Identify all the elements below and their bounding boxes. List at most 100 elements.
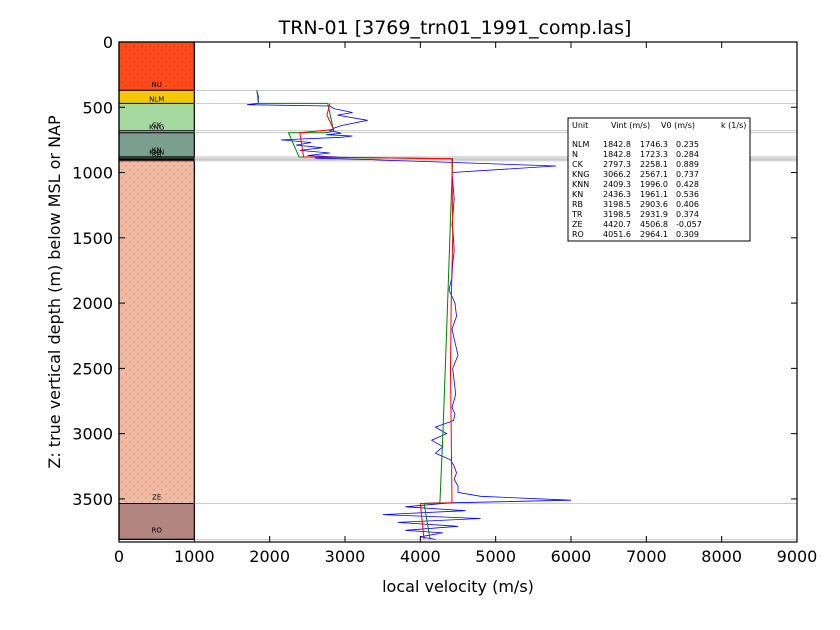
plot-frame (118, 41, 798, 543)
table-row: KNG 3066.2 2567.1 0.737 (572, 170, 699, 179)
table-row: NLM 1842.8 1746.3 0.235 (572, 140, 699, 149)
y-tick-label: 1500 (72, 229, 113, 248)
table-cell-v0: 4506.8 (640, 220, 668, 229)
table-header-k: k (1/s) (721, 121, 746, 130)
table-row: TR 3198.5 2931.9 0.374 (571, 210, 699, 219)
table-row: KNN 2409.3 1996.0 0.428 (572, 180, 699, 189)
unit-texture-0 (119, 42, 195, 91)
table-cell-k: 0.428 (676, 180, 699, 189)
x-tick-label: 9000 (777, 547, 818, 566)
unit-block-6 (119, 132, 195, 157)
x-tick-label: 5000 (475, 547, 516, 566)
table-cell-unit: TR (571, 210, 583, 219)
series-line-1 (256, 90, 454, 540)
velocity-table: Unit Vint (m/s) V0 (m/s) k (1/s) NLM 1842… (567, 117, 751, 242)
unit-label: ZE (152, 494, 161, 502)
y-tick-label: 500 (82, 98, 113, 117)
unit-block-2 (119, 90, 195, 104)
table-cell-vint: 4051.6 (603, 230, 631, 239)
table-cell-unit: N (572, 150, 578, 159)
table-cell-k: 0.536 (676, 190, 699, 199)
y-axis-title: Z: true vertical depth (m) below MSL or … (45, 115, 64, 469)
table-cell-vint: 1842.8 (603, 140, 631, 149)
table-header-unit: Unit (572, 121, 588, 130)
unit-label: RB (152, 151, 162, 159)
x-tick-label: 2000 (249, 547, 290, 566)
table-header-vint: Vint (m/s) (611, 121, 650, 130)
series-line-2 (299, 103, 454, 540)
x-tick-label: 4000 (400, 547, 441, 566)
table-cell-v0: 2258.1 (640, 160, 668, 169)
table-row: ZE 4420.7 4506.8 -0.057 (572, 220, 702, 229)
unit-label: KN (152, 146, 162, 154)
table-cell-unit: NLM (572, 140, 589, 149)
unit-label: NU (151, 81, 161, 89)
table-cell-vint: 2436.3 (603, 190, 631, 199)
x-tick-label: 8000 (701, 547, 742, 566)
table-cell-v0: 2964.1 (640, 230, 668, 239)
x-axis: 0 1000 2000 3000 4000 5000 6000 7000 8000 9000 (114, 42, 817, 566)
table-cell-v0: 1961.1 (640, 190, 668, 199)
x-tick-label: 7000 (626, 547, 667, 566)
table-cell-k: 0.889 (676, 160, 699, 169)
table-cell-v0: 2903.6 (640, 200, 668, 209)
table-cell-k: 0.235 (676, 140, 699, 149)
x-tick-label: 0 (114, 547, 124, 566)
table-cell-unit: RO (572, 230, 584, 239)
table-cell-vint: 2409.3 (603, 180, 631, 189)
table-row: N 1842.8 1723.3 0.284 (572, 150, 699, 159)
table-cell-unit: CK (572, 160, 584, 169)
chart-title: TRN-01 [3769_trn01_1991_comp.las] (278, 17, 632, 39)
table-header-v0: V0 (m/s) (661, 121, 695, 130)
x-tick-label: 1000 (174, 547, 215, 566)
unit-label: CK (152, 122, 162, 130)
y-tick-label: 2500 (72, 359, 113, 378)
series-line-0 (247, 90, 572, 540)
table-cell-vint: 4420.7 (603, 220, 631, 229)
table-cell-unit: RB (572, 200, 583, 209)
unit-texture-9 (119, 160, 195, 503)
y-tick-label: 3000 (72, 425, 113, 444)
unit-block-3 (119, 103, 195, 130)
table-cell-k: 0.374 (676, 210, 699, 219)
table-cell-unit: KNN (572, 180, 589, 189)
table-cell-v0: 2567.1 (640, 170, 668, 179)
y-tick-label: 2000 (72, 294, 113, 313)
table-cell-v0: 1723.3 (640, 150, 668, 159)
table-cell-unit: KN (572, 190, 583, 199)
table-cell-k: 0.284 (676, 150, 699, 159)
table-cell-vint: 3198.5 (603, 200, 631, 209)
y-tick-label: 3500 (72, 490, 113, 509)
table-cell-vint: 2797.3 (603, 160, 631, 169)
table-cell-unit: KNG (572, 170, 589, 179)
table-row: RO 4051.6 2964.1 0.309 (572, 230, 699, 239)
table-row: RB 3198.5 2903.6 0.406 (572, 200, 699, 209)
table-cell-v0: 2931.9 (640, 210, 668, 219)
table-cell-k: 0.737 (676, 170, 699, 179)
velocity-table-box (567, 117, 751, 242)
table-cell-vint: 3198.5 (603, 210, 631, 219)
x-tick-label: 3000 (325, 547, 366, 566)
table-cell-vint: 1842.8 (603, 150, 631, 159)
table-cell-k: -0.057 (676, 220, 702, 229)
y-axis: 0 500 1000 1500 2000 2500 3000 3500 (72, 33, 797, 509)
table-row: CK 2797.3 2258.1 0.889 (572, 160, 699, 169)
unit-label: RO (151, 526, 162, 534)
x-axis-title: local velocity (m/s) (382, 577, 534, 596)
table-cell-unit: ZE (572, 220, 583, 229)
unit-block-11 (119, 503, 195, 540)
y-tick-label: 1000 (72, 164, 113, 183)
table-row: KN 2436.3 1961.1 0.536 (572, 190, 699, 199)
unit-label: KNG (149, 124, 164, 132)
y-tick-label: 0 (103, 33, 113, 52)
x-tick-label: 6000 (551, 547, 592, 566)
stratigraphic-column (118, 41, 195, 540)
unit-label: NLM (149, 95, 164, 103)
series-layer (247, 90, 572, 540)
table-cell-vint: 3066.2 (603, 170, 631, 179)
table-cell-k: 0.309 (676, 230, 699, 239)
unit-label: KNN (149, 148, 164, 156)
